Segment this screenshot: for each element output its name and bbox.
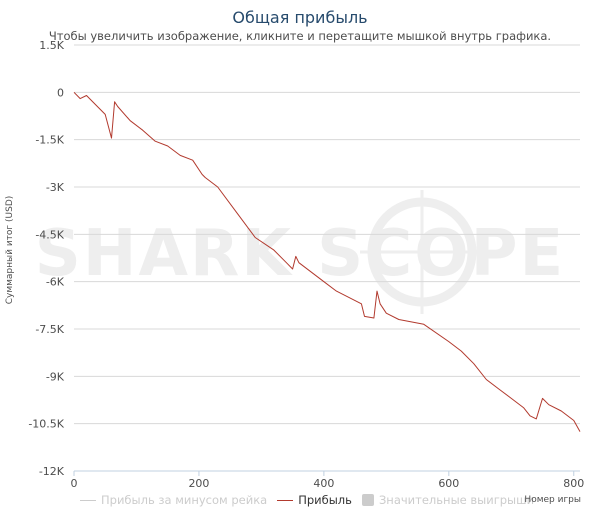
watermark-text: SHARK SCOPE (35, 217, 565, 291)
y-tick-label: 0 (57, 86, 64, 99)
legend-marker-profit (277, 499, 294, 501)
legend-item-big-wins[interactable]: Значительные выигрыши (361, 493, 535, 507)
x-tick-label: 400 (313, 477, 334, 490)
chart-subtitle: Чтобы увеличить изображение, кликните и … (48, 29, 552, 43)
series-line-profit (73, 91, 581, 432)
y-tick-label: -1.5K (35, 134, 64, 147)
chart-title: Общая прибыль (232, 8, 368, 27)
legend-marker-net-profit (80, 499, 96, 501)
legend: Прибыль за минусом рейка Прибыль Значите… (80, 492, 544, 508)
y-tick-label: -3K (46, 181, 65, 194)
y-tick-label: -9K (46, 370, 65, 383)
series-layer (73, 91, 581, 432)
y-tick-label: -7.5K (35, 323, 64, 336)
legend-label-profit: Прибыль (298, 493, 352, 507)
legend-label-big-wins: Значительные выигрыши (378, 493, 535, 507)
legend-label-net-profit: Прибыль за минусом рейка (101, 493, 268, 507)
x-axis-title: Номер игры (524, 495, 581, 505)
x-tick-label: 0 (71, 477, 78, 490)
y-tick-label: -4.5K (35, 228, 64, 241)
legend-item-net-profit[interactable]: Прибыль за минусом рейка (80, 493, 267, 507)
y-tick-label: -6K (46, 276, 65, 289)
legend-marker-big-wins (361, 494, 374, 506)
x-tick-label: 600 (438, 477, 459, 490)
legend-item-profit[interactable]: Прибыль (277, 493, 352, 507)
y-tick-label: -10.5K (28, 418, 64, 431)
x-tick-label: 800 (563, 477, 584, 490)
y-tick-label: 1.5K (39, 39, 64, 52)
x-tick-label: 200 (188, 477, 209, 490)
axes: 1.5K 0 -1.5K -3K -4.5K -6K -7.5K -9K -10.5K -12K 0… (28, 39, 584, 490)
watermark: SHARK SCOPE (35, 190, 565, 314)
y-tick-label: -12K (39, 465, 65, 478)
